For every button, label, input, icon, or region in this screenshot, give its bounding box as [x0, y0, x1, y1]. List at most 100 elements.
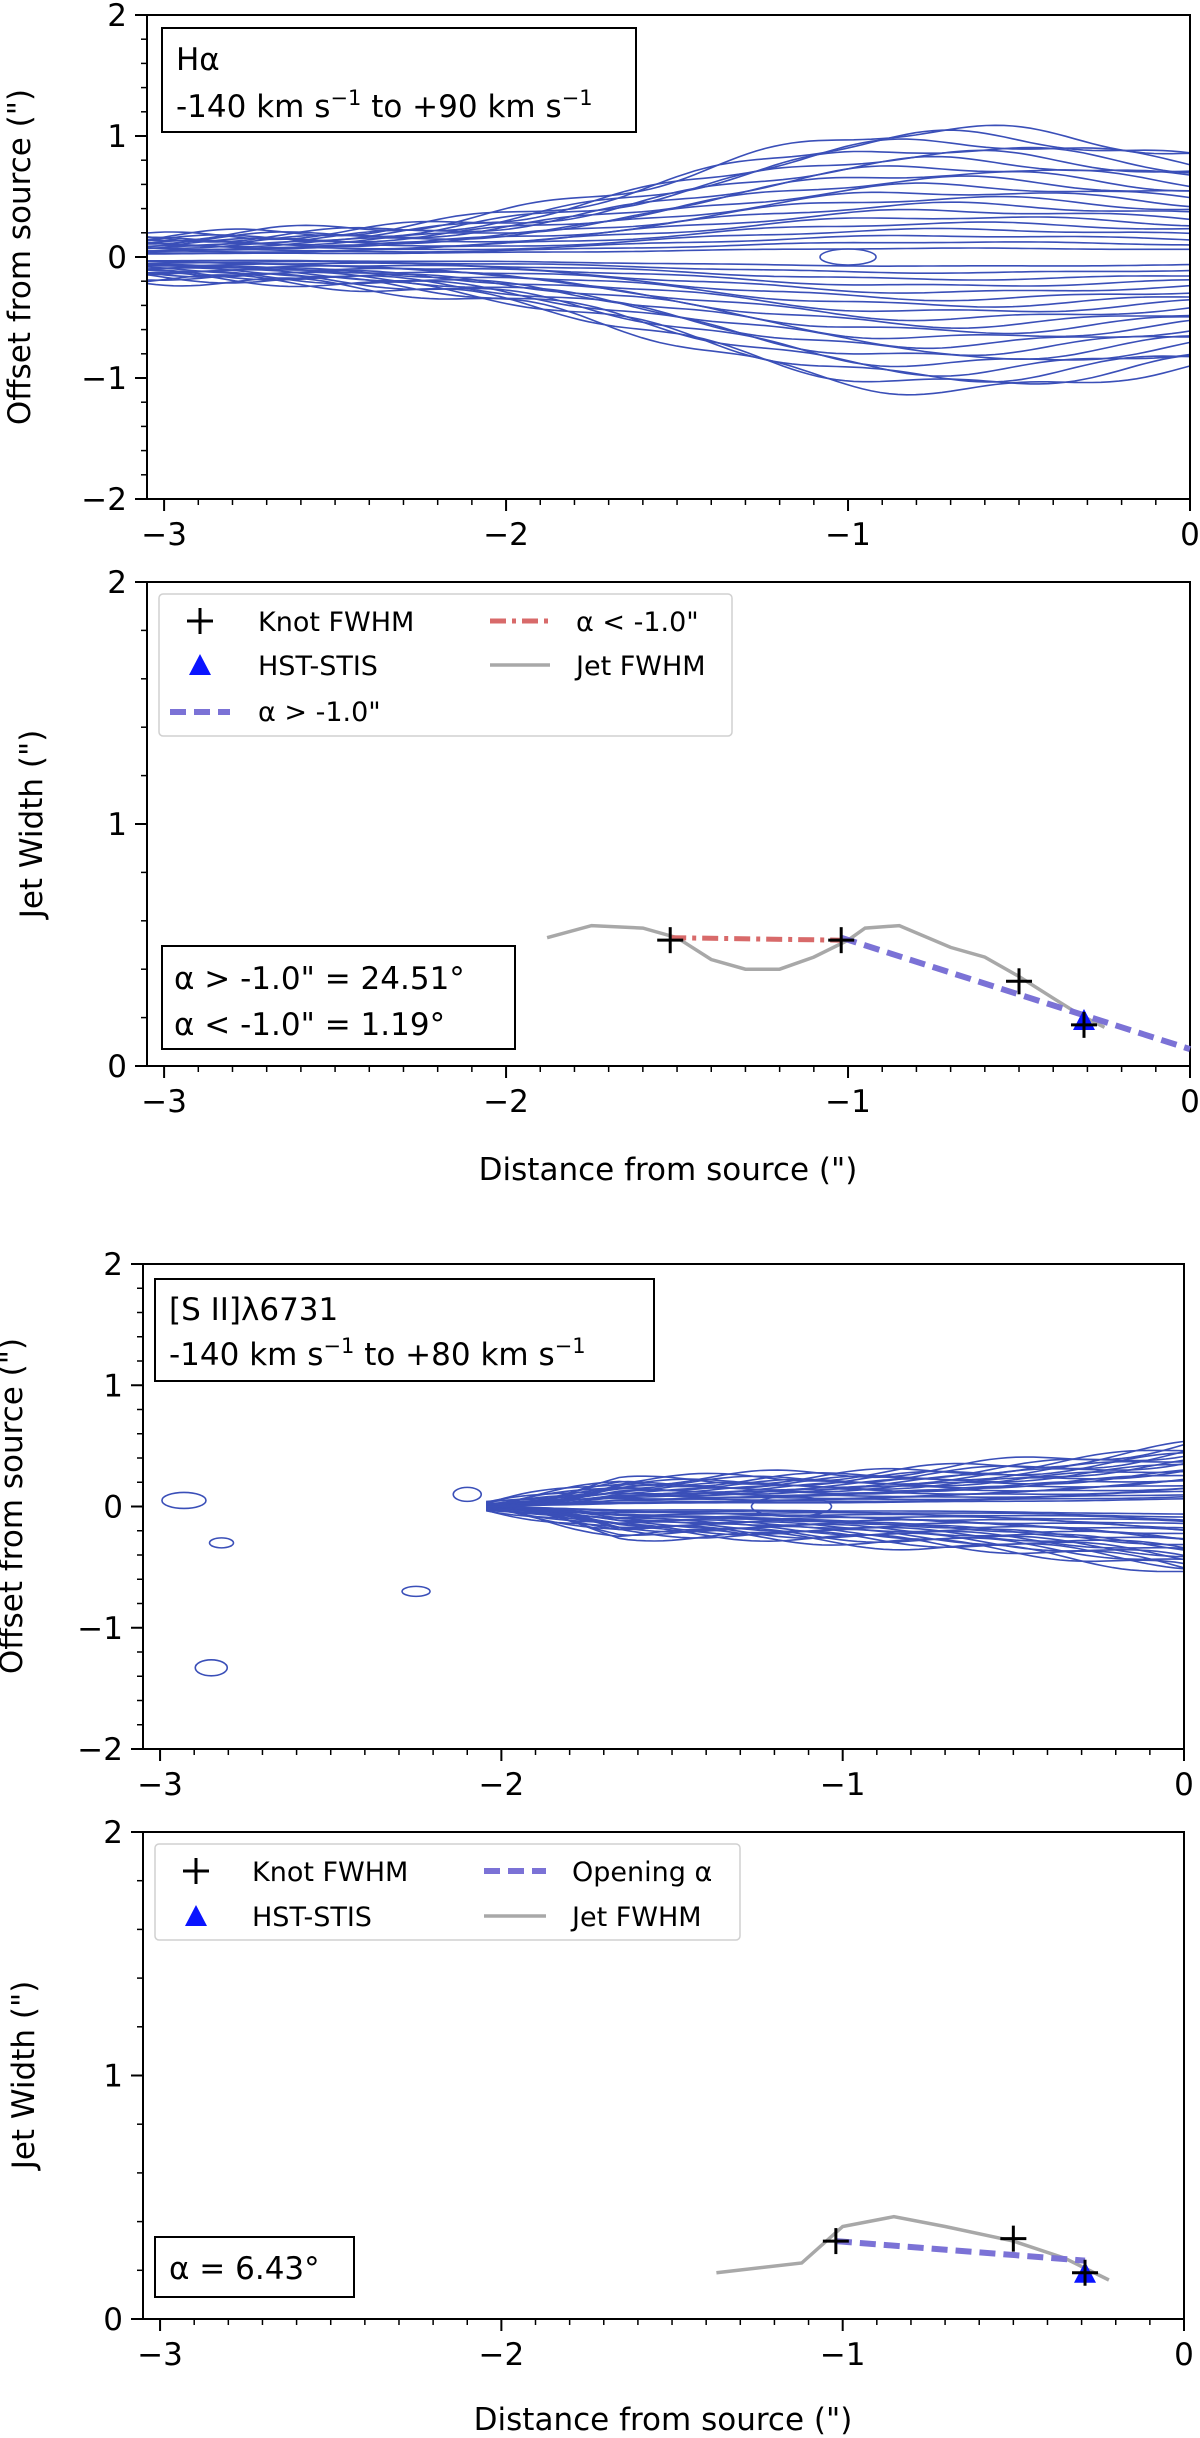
halpha-contours	[147, 124, 1190, 396]
halpha-legend-frame	[158, 593, 733, 737]
sii-legend-jet-fwhm-label: Jet FWHM	[570, 1902, 702, 1933]
vel-sup-2: −1	[562, 86, 593, 110]
contour-island-1	[208, 1537, 235, 1549]
contour-lines	[147, 124, 1190, 396]
knot-fwhm-point-0	[822, 2228, 849, 2255]
opening-fit-below-line	[670, 935, 842, 943]
y-tick-label-2: 0	[107, 1049, 127, 1085]
sii-result-frame	[154, 2236, 355, 2298]
y-tick-label-1: 1	[103, 1368, 123, 1404]
halpha-width-panel: −3 −2 −1 0 2 1 0 Knot FWHM HST-STIS α > -1.0" …	[14, 565, 1200, 1188]
x-tick-label-0: −3	[137, 1767, 183, 1803]
legend-hst-label: HST-STIS	[258, 651, 378, 682]
contour-level-12	[147, 201, 1190, 313]
y-tick-label-3: −1	[81, 361, 127, 397]
sii-result-box: α = 6.43°	[154, 2236, 355, 2298]
halpha-width-series	[546, 923, 1191, 1052]
sii-legend-hst-label: HST-STIS	[252, 1902, 372, 1933]
x-tick-label-1: −2	[483, 517, 529, 553]
contour-level-7	[147, 170, 1190, 350]
halpha-width-ticks: −3 −2 −1 0 2 1 0	[107, 565, 1200, 1120]
contour-island-2	[401, 1585, 431, 1598]
sii-width-series	[716, 2214, 1110, 2286]
sii-annotation-frame	[154, 1278, 655, 1382]
y-tick-label-2: 0	[103, 1490, 123, 1526]
jet-fwhm-line	[546, 923, 1106, 1029]
halpha-annotation-frame	[161, 27, 637, 133]
contour-island-0	[194, 1658, 229, 1677]
sii-legend-knot-label: Knot FWHM	[252, 1857, 408, 1888]
knot-fwhm-point-2	[1072, 2259, 1099, 2286]
x-tick-label-3: 0	[1180, 517, 1200, 553]
vel-sup-1: −1	[330, 86, 361, 110]
contour-level-3	[147, 146, 1190, 377]
y-tick-label-1: 1	[103, 2059, 123, 2095]
sii-vel-mid: to +80 km s	[354, 1337, 554, 1373]
knot-fwhm-point-3	[1070, 1011, 1097, 1038]
knot-fwhm-point-2	[1006, 968, 1033, 995]
contour-level-15	[147, 221, 1190, 294]
contour-island-4	[452, 1486, 483, 1503]
halpha-pv-ticks: −3 −2 −1 0 2 1 0 −1 −2	[81, 0, 1200, 553]
halpha-annotation-box: Hα -140 km s−1 to +90 km s−1	[161, 27, 637, 133]
sii-annotation-box: [S II]λ6731 -140 km s−1 to +80 km s−1	[154, 1278, 655, 1382]
x-tick-label-3: 0	[1174, 2337, 1194, 2373]
sii-vel-prefix: -140 km s	[169, 1337, 323, 1373]
y-tick-label-1: 1	[107, 807, 127, 843]
halpha-pv-ylabel: Offset from source (")	[2, 89, 38, 425]
legend-knot-marker	[187, 608, 213, 634]
legend-jet-fwhm-label: Jet FWHM	[574, 651, 706, 682]
jet-fwhm-line	[716, 2214, 1110, 2282]
contour-level-18	[147, 241, 1190, 274]
y-tick-label-3: −1	[77, 1611, 123, 1647]
halpha-width-xlabel: Distance from source (")	[479, 1152, 858, 1188]
y-tick-label-1: 1	[107, 119, 127, 155]
contour-level-13	[147, 208, 1190, 308]
sii-width-ticks: −3 −2 −1 0 2 1 0	[103, 1815, 1194, 2373]
y-tick-label-0: 2	[103, 1247, 123, 1283]
contour-knot	[819, 248, 877, 266]
sii-pv-ylabel: Offset from source (")	[0, 1338, 30, 1674]
x-tick-label-2: −1	[820, 2337, 866, 2373]
contour-island-3	[161, 1491, 207, 1510]
sii-line-label: [S II]λ6731	[169, 1292, 338, 1328]
x-tick-label-3: 0	[1174, 1767, 1194, 1803]
legend-alpha-below-label: α < -1.0"	[576, 607, 699, 638]
halpha-width-ylabel: Jet Width (")	[14, 730, 50, 921]
halpha-result-box: α > -1.0" = 24.51° α < -1.0" = 1.19°	[161, 945, 516, 1050]
legend-alpha-above-label: α > -1.0"	[258, 697, 381, 728]
vel-mid: to +90 km s	[361, 89, 561, 125]
legend-knot-label: Knot FWHM	[258, 607, 414, 638]
halpha-result-frame	[161, 945, 516, 1050]
x-tick-label-2: −1	[825, 1084, 871, 1120]
contour-lines	[161, 1440, 1184, 1677]
x-tick-label-2: −1	[820, 1767, 866, 1803]
contour-level-6	[147, 165, 1190, 357]
sii-velocity-range: -140 km s−1 to +80 km s−1	[169, 1334, 586, 1373]
knot-fwhm-point-1	[828, 927, 855, 954]
opening-fit-line	[840, 934, 1191, 1052]
y-tick-label-4: −2	[77, 1732, 123, 1768]
contour-level-23	[486, 1497, 1184, 1515]
legend-hst-marker	[189, 654, 211, 675]
y-tick-label-0: 2	[107, 0, 127, 34]
x-tick-label-0: −3	[137, 2337, 183, 2373]
sii-legend-frame	[154, 1843, 741, 1941]
halpha-alpha-above-value: α > -1.0" = 24.51°	[174, 961, 465, 997]
sii-legend: Knot FWHM HST-STIS Opening α Jet FWHM	[154, 1843, 741, 1941]
x-tick-label-2: −1	[825, 517, 871, 553]
sii-alpha-value: α = 6.43°	[169, 2251, 320, 2287]
sii-width-ylabel: Jet Width (")	[6, 1981, 42, 2172]
y-tick-label-2: 0	[107, 240, 127, 276]
sii-width-xlabel: Distance from source (")	[474, 2402, 853, 2438]
x-tick-label-0: −3	[141, 1084, 187, 1120]
vel-prefix: -140 km s	[176, 89, 330, 125]
sii-legend-knot-marker	[183, 1858, 209, 1884]
x-tick-label-1: −2	[479, 2337, 525, 2373]
y-tick-label-2: 0	[103, 2302, 123, 2338]
opening-fit-line	[835, 2238, 1086, 2264]
contour-level-5	[147, 155, 1190, 361]
contour-level-3	[486, 1455, 1184, 1570]
